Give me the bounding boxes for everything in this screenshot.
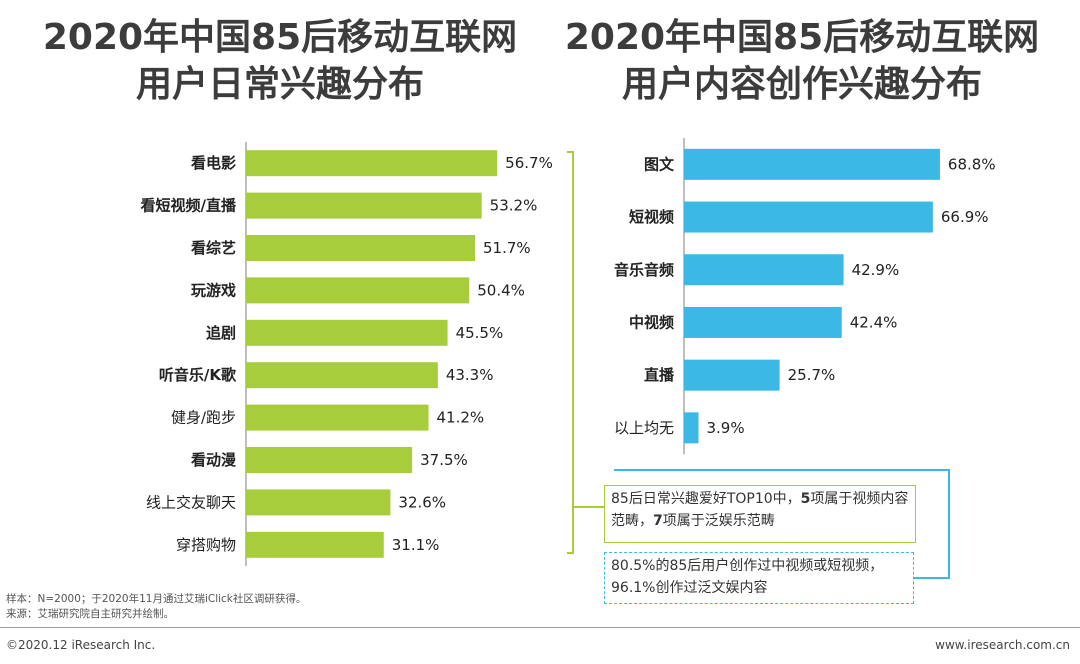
right-value-label-2: 42.9% xyxy=(852,261,900,279)
right-value-label-3: 42.4% xyxy=(850,313,898,331)
left-category-label-9: 穿搭购物 xyxy=(176,536,236,554)
right-bar-chart: 图文 68.8% 短视频 66.9% 音乐音频 42.9% 中视频 42.4% 直播 25.7% 以… xyxy=(614,138,996,455)
left-bar-5 xyxy=(246,362,438,389)
right-category-label-4: 直播 xyxy=(644,366,675,384)
source-note: 来源：艾瑞研究院自主研究并绘制。 xyxy=(6,608,174,620)
right-category-label-0: 图文 xyxy=(644,155,675,173)
left-bar-chart: 看电影 56.7% 看短视频/直播 53.2% 看综艺 51.7% 玩游戏 50.4% 追剧 45… xyxy=(141,142,553,566)
left-bar-7 xyxy=(246,447,413,473)
left-bar-6 xyxy=(246,404,429,431)
right-bar-1 xyxy=(684,201,933,233)
left-value-label-6: 41.2% xyxy=(437,409,485,427)
note1-mid: 项属于视频内容范畴， xyxy=(611,491,909,529)
left-bracket-line xyxy=(567,151,574,554)
right-category-label-5: 以上均无 xyxy=(614,419,674,437)
left-category-label-1: 看短视频/直播 xyxy=(141,197,237,215)
left-category-label-2: 看综艺 xyxy=(191,239,236,257)
right-category-label-2: 音乐音频 xyxy=(614,261,674,279)
video-interest-note: 85后日常兴趣爱好TOP10中，5项属于视频内容范畴，7项属于泛娱乐范畴 xyxy=(604,485,916,543)
left-value-label-0: 56.7% xyxy=(505,154,553,172)
note1-count-video: 5 xyxy=(800,491,811,507)
left-bar-0 xyxy=(246,150,498,177)
left-value-label-3: 50.4% xyxy=(477,281,525,299)
left-category-label-4: 追剧 xyxy=(206,324,236,342)
left-bar-9 xyxy=(246,531,384,558)
left-category-label-6: 健身/跑步 xyxy=(171,409,236,427)
right-bar-5 xyxy=(684,412,699,444)
creation-note: 80.5%的85后用户创作过中视频或短视频，96.1%创作过泛文娱内容 xyxy=(604,552,914,604)
right-bar-4 xyxy=(684,359,780,391)
left-title-line-2: 用户日常兴趣分布 xyxy=(135,64,424,105)
left-title-line-1: 2020年中国85后移动互联网 xyxy=(42,17,518,58)
left-category-label-5: 听音乐/K歌 xyxy=(159,366,237,384)
left-value-label-1: 53.2% xyxy=(490,197,538,215)
left-bar-8 xyxy=(246,489,391,516)
right-value-label-5: 3.9% xyxy=(707,419,745,437)
note1-count-entertainment: 7 xyxy=(653,513,663,529)
left-category-label-8: 线上交友聊天 xyxy=(146,493,236,511)
note-connectors xyxy=(567,151,950,579)
note1-prefix: 85后日常兴趣爱好TOP10中， xyxy=(611,491,801,507)
right-bar-2 xyxy=(684,254,844,286)
left-bar-1 xyxy=(246,192,482,219)
right-bar-0 xyxy=(684,148,940,180)
sample-note: 样本：N=2000；于2020年11月通过艾瑞iClick社区调研获得。 xyxy=(6,593,307,605)
right-category-label-3: 中视频 xyxy=(629,313,674,331)
right-value-label-0: 68.8% xyxy=(948,155,996,173)
left-chart-title: 2020年中国85后移动互联网 用户日常兴趣分布 xyxy=(20,14,540,108)
left-bar-4 xyxy=(246,319,448,346)
right-category-label-1: 短视频 xyxy=(629,208,674,226)
website: www.iresearch.com.cn xyxy=(935,638,1070,652)
left-value-label-8: 32.6% xyxy=(398,493,446,511)
left-value-label-5: 43.3% xyxy=(446,366,494,384)
left-value-label-9: 31.1% xyxy=(392,536,440,554)
right-bar-3 xyxy=(684,306,842,338)
left-bar-2 xyxy=(246,235,476,261)
note1-suffix: 项属于泛娱乐范畴 xyxy=(662,513,775,529)
left-category-label-7: 看动漫 xyxy=(191,451,237,469)
copyright: ©2020.12 iResearch Inc. xyxy=(6,638,156,652)
left-category-label-0: 看电影 xyxy=(191,154,236,172)
left-category-label-3: 玩游戏 xyxy=(191,281,236,299)
left-value-label-2: 51.7% xyxy=(483,239,531,257)
right-value-label-1: 66.9% xyxy=(941,208,989,226)
left-value-label-4: 45.5% xyxy=(456,324,504,342)
right-chart-title: 2020年中国85后移动互联网 用户内容创作兴趣分布 xyxy=(542,14,1062,108)
left-bar-3 xyxy=(246,277,470,304)
right-title-line-2: 用户内容创作兴趣分布 xyxy=(621,64,982,105)
left-value-label-7: 37.5% xyxy=(420,451,468,469)
right-value-label-4: 25.7% xyxy=(788,366,836,384)
right-connector-line xyxy=(614,469,950,579)
right-title-line-1: 2020年中国85后移动互联网 xyxy=(564,17,1040,58)
footer-divider xyxy=(0,627,1080,628)
